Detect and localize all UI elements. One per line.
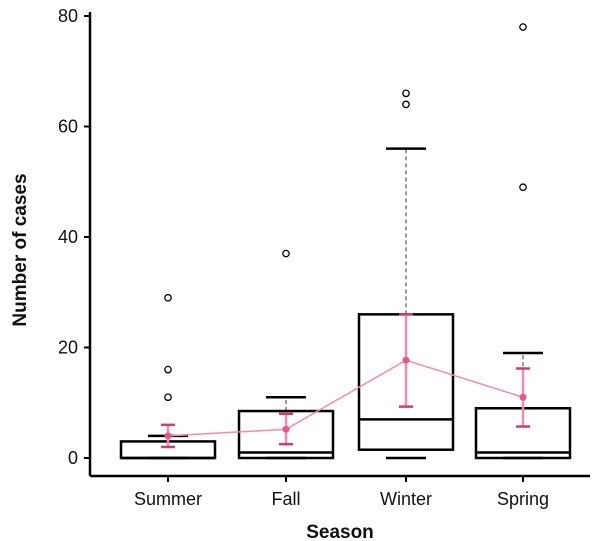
outlier-point [282,249,290,258]
mean-point [282,425,290,433]
mean-marker-summer [161,423,175,449]
boxes [119,23,572,460]
mean-marker-winter [399,313,413,408]
mean-marker-spring [516,367,530,428]
mean-series [161,313,530,449]
x-axis-title: Season [306,522,374,541]
outlier-point [519,23,527,31]
x-tick-label: Spring [497,489,549,509]
x-tick-label: Summer [134,489,202,509]
y-tick-label: 60 [58,117,78,137]
outlier-point [164,393,172,402]
outlier-point [164,365,172,374]
tick-labels: 0 20 40 60 80 Summer Fall Winter Spring [58,6,549,509]
y-tick-label: 0 [68,448,78,468]
y-tick-label: 40 [58,227,78,247]
y-axis-title: Number of cases [10,173,31,326]
y-tick-label: 80 [58,6,78,26]
outlier-point [164,293,172,302]
mean-point [519,393,527,401]
y-tick-label: 20 [58,338,78,358]
box-iqr [237,409,335,460]
axes [88,12,590,478]
outlier-point [519,183,527,192]
box-fall [237,249,335,460]
mean-line [167,359,524,437]
mean-point [164,432,172,440]
x-tick-label: Fall [271,489,300,509]
outlier-point [402,89,410,98]
x-tick-label: Winter [380,489,432,509]
outlier-point [402,100,410,109]
mean-point [402,356,410,364]
mean-marker-fall [279,412,293,446]
